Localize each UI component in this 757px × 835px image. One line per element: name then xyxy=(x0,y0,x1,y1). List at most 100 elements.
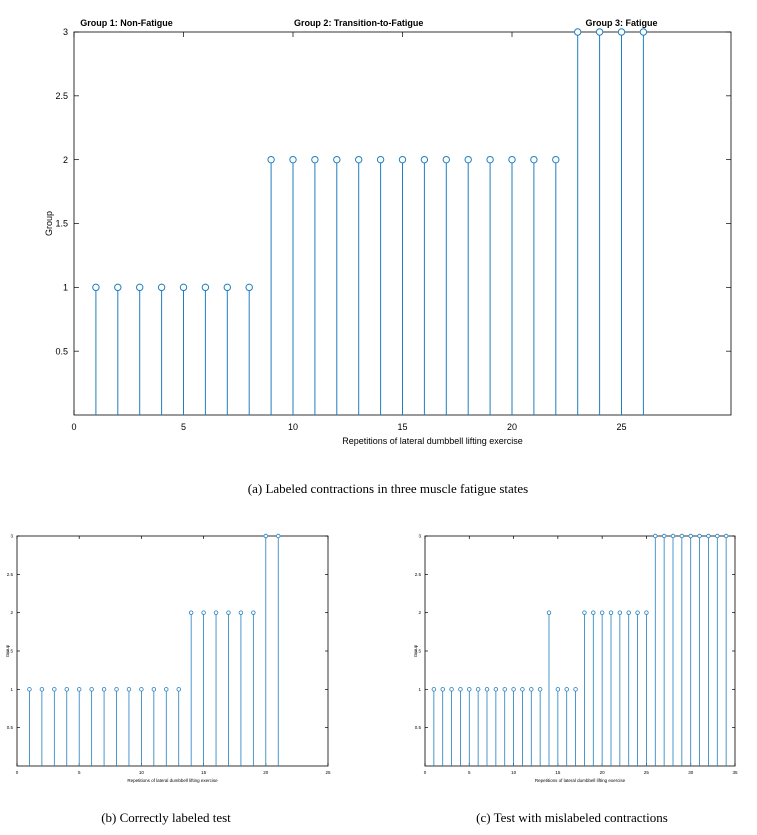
stem-marker xyxy=(27,687,32,692)
stem-marker xyxy=(644,610,649,615)
y-tick-label: 1.5 xyxy=(415,649,422,654)
stem-marker xyxy=(431,687,437,692)
stem-marker xyxy=(582,610,587,615)
group-annotation: Group 1: Non-Fatigue xyxy=(80,18,173,28)
plot-area-frame xyxy=(424,535,736,767)
stem-marker xyxy=(617,610,623,615)
stem-marker xyxy=(311,155,319,164)
stem-marker xyxy=(511,687,516,692)
stem-marker xyxy=(179,283,188,292)
y-tick-label: 2 xyxy=(418,610,421,615)
y-tick-label: 1.5 xyxy=(55,219,68,229)
stem-marker xyxy=(201,610,206,615)
x-axis-label: Repetitions of lateral dumbbell lifting … xyxy=(342,436,523,446)
stem-marker xyxy=(653,533,658,539)
x-tick-label: 10 xyxy=(139,770,145,775)
x-tick-label: 10 xyxy=(288,422,298,432)
stem-marker xyxy=(188,610,194,615)
caption-b: (b) Correctly labeled test xyxy=(101,810,231,825)
stem-marker xyxy=(92,283,100,292)
chart-c: 0 5 10 15 20 25 30 35 0.5 1 1.5 2 2.5 3 Repetitions of… xyxy=(413,534,738,783)
stem-marker xyxy=(126,687,132,692)
stem-marker xyxy=(564,687,569,692)
stem-marker xyxy=(136,283,144,292)
y-tick-label: 1 xyxy=(10,687,13,692)
stem-marker xyxy=(484,687,490,692)
stem-marker xyxy=(467,687,472,692)
stem-marker xyxy=(213,610,219,615)
stem-marker xyxy=(715,533,720,539)
stem-marker xyxy=(520,687,525,692)
stem-marker xyxy=(333,155,341,164)
x-tick-label: 20 xyxy=(600,770,606,775)
stem-marker xyxy=(376,155,385,164)
y-tick-label: 3 xyxy=(10,534,13,539)
y-axis-label: Group xyxy=(44,211,54,236)
stem-marker xyxy=(39,687,45,692)
x-tick-label: 5 xyxy=(468,770,471,775)
stem-marker xyxy=(52,687,57,692)
group-annotation: Group 3: Fatigue xyxy=(586,18,658,28)
stem-marker xyxy=(529,687,534,692)
stem-marker xyxy=(245,283,253,292)
stem-marker xyxy=(552,155,560,164)
stem-marker xyxy=(76,687,82,692)
x-tick-label: 10 xyxy=(511,770,517,775)
stem-marker xyxy=(114,283,122,292)
x-tick-label: 5 xyxy=(181,422,186,432)
y-tick-label: 2.5 xyxy=(415,572,422,577)
stem-marker xyxy=(591,610,596,615)
stem-marker xyxy=(176,687,181,692)
y-tick-label: 3 xyxy=(418,534,421,539)
y-tick-label: 0.5 xyxy=(55,346,68,356)
stem-marker xyxy=(464,155,472,164)
stem-marker xyxy=(251,610,256,615)
stem-marker xyxy=(573,687,578,692)
stem-marker xyxy=(114,687,119,692)
x-tick-label: 20 xyxy=(507,422,517,432)
stem-marker xyxy=(64,687,69,692)
stem-marker xyxy=(617,28,626,36)
chart-a: 0 5 10 15 20 25 0.5 1 1.5 2 2.5 3 Repetitions of lat… xyxy=(44,18,732,446)
stem-marker xyxy=(263,533,268,539)
stem-marker xyxy=(546,610,552,615)
stem-marker xyxy=(226,610,231,615)
stem-marker xyxy=(355,155,363,164)
y-tick-label: 1 xyxy=(418,687,421,692)
stem-marker xyxy=(639,28,648,36)
stem-marker xyxy=(442,155,450,164)
x-tick-label: 15 xyxy=(201,770,207,775)
stem-marker xyxy=(420,155,429,164)
stem-marker xyxy=(595,28,604,36)
stem-marker xyxy=(486,155,494,164)
stem-marker xyxy=(223,283,232,292)
stem-marker xyxy=(398,155,407,164)
stem-marker xyxy=(449,687,454,692)
x-tick-label: 25 xyxy=(616,422,626,432)
y-tick-label: 1 xyxy=(63,282,68,292)
y-tick-label: 0.5 xyxy=(415,725,422,730)
stem-marker xyxy=(289,155,297,164)
stem-marker xyxy=(157,283,166,292)
stem-marker xyxy=(706,533,711,539)
stem-marker xyxy=(697,533,702,539)
y-tick-label: 1.5 xyxy=(7,649,14,654)
stem-marker xyxy=(238,610,244,615)
y-tick-label: 2.5 xyxy=(7,572,14,577)
caption-a: (a) Labeled contractions in three muscle… xyxy=(248,481,528,496)
stem-marker xyxy=(493,687,499,692)
x-axis-label: Repetitions of lateral dumbbell lifting … xyxy=(127,778,218,783)
stem-marker xyxy=(151,687,157,692)
stem-marker xyxy=(679,533,685,539)
stem-marker xyxy=(101,687,107,692)
stem-marker xyxy=(267,155,275,164)
y-tick-label: 2 xyxy=(10,610,13,615)
y-tick-label: 0.5 xyxy=(7,725,14,730)
x-tick-label: 25 xyxy=(644,770,650,775)
stem-marker xyxy=(89,687,94,692)
x-tick-label: 0 xyxy=(424,770,427,775)
y-tick-label: 3 xyxy=(63,27,68,37)
y-axis-label: Group xyxy=(413,644,418,657)
stem-marker xyxy=(440,687,445,692)
